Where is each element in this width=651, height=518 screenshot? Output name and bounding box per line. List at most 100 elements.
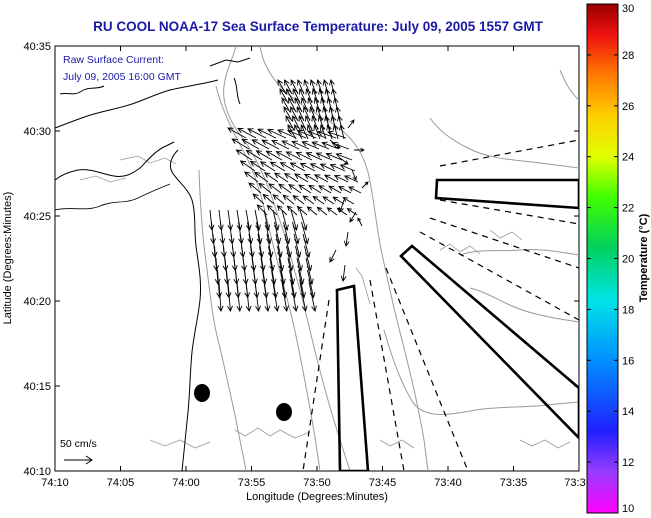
colorbar-tick-label: 26 <box>622 101 634 113</box>
current-vector <box>313 124 321 140</box>
current-vector <box>263 281 271 312</box>
current-vector <box>259 245 266 272</box>
current-vector <box>248 182 262 194</box>
current-vector <box>309 163 326 172</box>
current-vector <box>256 221 263 245</box>
current-vector <box>329 163 346 172</box>
x-tick-label: 73:45 <box>369 477 397 489</box>
inland-shoreline <box>55 183 171 211</box>
current-vector <box>271 140 290 150</box>
current-vector <box>273 172 289 183</box>
current-vector <box>243 171 259 183</box>
current-vector <box>296 205 308 216</box>
current-vector <box>325 152 343 161</box>
current-vector <box>214 257 221 286</box>
current-vector <box>263 172 279 183</box>
current-vector <box>266 204 278 216</box>
current-vector <box>269 161 286 172</box>
current-vector <box>303 173 319 183</box>
current-vector <box>262 193 275 205</box>
current-vector <box>349 211 357 223</box>
x-axis-label: Longitude (Degrees:Minutes) <box>246 491 388 503</box>
current-vector <box>263 209 271 231</box>
x-tick-label: 73:50 <box>303 477 331 489</box>
current-vector <box>332 124 339 140</box>
y-tick-label: 40:15 <box>23 381 51 393</box>
current-vector <box>338 186 352 194</box>
current-vector <box>237 127 257 139</box>
colorbar-tick-label: 28 <box>622 50 634 62</box>
current-vector <box>254 209 261 231</box>
current-vector <box>239 160 256 172</box>
y-tick-label: 40:20 <box>23 296 51 308</box>
current-vector <box>299 209 308 231</box>
current-vector <box>272 194 285 205</box>
current-vector <box>318 88 325 104</box>
current-vector <box>281 140 300 150</box>
colorbar-tick-label: 12 <box>622 457 634 469</box>
current-vector <box>348 186 362 194</box>
y-tick-label: 40:10 <box>23 466 51 478</box>
current-vector <box>268 183 282 194</box>
current-vector <box>328 185 342 194</box>
current-vector <box>329 249 337 263</box>
current-vector <box>245 209 252 231</box>
colorbar-tick-label: 10 <box>622 503 634 515</box>
current-vector <box>275 233 283 258</box>
current-vector <box>361 181 369 189</box>
current-vector <box>354 147 366 153</box>
current-vector <box>302 195 315 205</box>
colorbar-tick-label: 30 <box>622 3 634 15</box>
current-vector <box>295 151 313 161</box>
shipping-lane-boundaries <box>302 139 579 471</box>
current-vector <box>278 183 292 194</box>
current-vector <box>217 281 224 313</box>
current-vector <box>254 281 261 312</box>
y-tick-label: 40:30 <box>23 126 51 138</box>
current-vector <box>281 281 289 312</box>
current-label: Raw Surface Current: <box>63 54 164 66</box>
current-vector <box>293 173 309 183</box>
current-vector <box>267 128 287 139</box>
current-vector <box>236 209 243 231</box>
current-vector <box>286 245 294 272</box>
disposal-site-marker <box>194 384 210 402</box>
colorbar-tick-label: 14 <box>622 406 634 418</box>
current-vector <box>236 281 243 313</box>
current-vector <box>227 281 233 313</box>
x-tick-label: 74:00 <box>172 477 200 489</box>
current-vector <box>322 106 329 122</box>
surface-current-vectors <box>208 79 369 313</box>
current-vector <box>231 138 250 150</box>
current-vector <box>339 164 356 172</box>
current-vector <box>326 207 338 216</box>
current-vector <box>216 269 223 299</box>
current-vector <box>290 281 299 312</box>
current-vector <box>319 124 327 140</box>
current-vector <box>251 139 270 150</box>
map-panel: Raw Surface Current: July 09, 2005 16:00… <box>54 45 580 472</box>
shelf-detail-contours <box>79 155 571 449</box>
current-vector <box>351 169 357 181</box>
current-vector <box>235 149 253 161</box>
current-vector <box>241 138 260 150</box>
current-vector <box>323 174 339 183</box>
current-vector <box>347 119 355 129</box>
current-timestamp: July 09, 2005 16:00 GMT <box>63 71 181 83</box>
current-vector <box>329 139 341 149</box>
current-vector <box>316 79 323 95</box>
current-vector <box>336 207 348 216</box>
current-vector <box>283 173 299 183</box>
current-vector <box>300 124 309 140</box>
coastline <box>55 57 251 471</box>
current-vector <box>288 184 302 194</box>
current-vector <box>265 221 272 245</box>
current-vector <box>307 130 327 139</box>
current-vector <box>257 233 265 258</box>
current-vector <box>277 129 297 139</box>
current-vector <box>312 195 325 205</box>
x-axis: 74:10 74:05 74:00 73:55 73:50 73:45 73:40 73:35… <box>41 46 586 489</box>
x-tick-label: 74:10 <box>41 477 69 489</box>
current-vector <box>297 129 317 139</box>
current-vector <box>340 264 347 282</box>
